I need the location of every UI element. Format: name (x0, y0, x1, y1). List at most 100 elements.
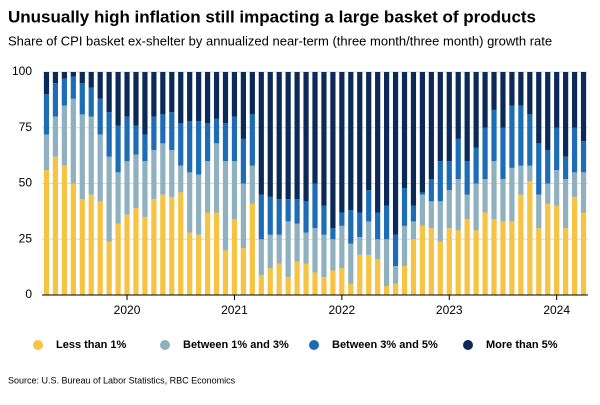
bar-segment (437, 241, 443, 295)
bar-segment (151, 72, 157, 117)
bar-segment (231, 116, 238, 162)
bar-segment (124, 72, 130, 117)
bar-segment (509, 221, 515, 295)
bar-segment (473, 183, 479, 231)
y-tick-label: 50 (19, 176, 33, 190)
bar-segment (97, 72, 103, 99)
bar-segment (115, 72, 121, 126)
bar-segment (61, 78, 67, 106)
bar-segment (133, 72, 139, 126)
bar-segment (482, 212, 488, 295)
bar-segment (554, 170, 560, 206)
chart-title: Unusually high inflation still impacting… (8, 7, 536, 26)
bar-segment (419, 194, 426, 226)
x-tick-label: 2022 (329, 303, 356, 317)
bar-segment (464, 72, 470, 162)
bar-segment (437, 201, 443, 242)
bar-segment (509, 72, 515, 106)
bar-segment (187, 121, 193, 173)
bar-segment (267, 234, 273, 269)
bar-segment (79, 72, 85, 84)
bar-segment (249, 72, 255, 115)
bar-segment (204, 72, 211, 124)
bar-segment (536, 194, 542, 229)
bar-segment (545, 203, 551, 295)
bar-segment (178, 192, 184, 295)
bar-segment (178, 123, 184, 166)
bar-segment (419, 225, 426, 295)
bar-segment (375, 72, 381, 213)
bar-segment (294, 261, 300, 295)
bar-segment (187, 172, 193, 233)
bar-segment (160, 194, 166, 295)
bar-segment (79, 83, 85, 115)
bar-segment (357, 212, 363, 238)
bar-segment (88, 72, 94, 88)
bar-segment (303, 263, 309, 295)
bar-segment (384, 286, 390, 295)
bar-segment (160, 143, 166, 195)
bar-segment (428, 179, 434, 202)
bar-segment (204, 212, 211, 295)
bar-segment (357, 237, 363, 255)
bar-segment (500, 127, 506, 180)
bar-segment (401, 225, 408, 267)
bar-segment (196, 234, 202, 295)
bar-segment (97, 98, 103, 135)
bar-segment (330, 228, 336, 240)
bar-segment (258, 239, 264, 275)
bar-segment (410, 239, 417, 295)
bar-segment (446, 72, 452, 162)
bar-segment (527, 181, 533, 295)
bar-segment (312, 228, 318, 273)
bar-segment (43, 170, 50, 295)
bar-segment (196, 72, 202, 122)
bar-segment (330, 239, 336, 271)
bar-segment (419, 72, 426, 193)
legend-label: More than 5% (486, 339, 558, 351)
bar-segment (124, 116, 130, 162)
bar-segment (43, 134, 50, 171)
x-tick-label: 2023 (436, 303, 463, 317)
bar-segment (348, 243, 354, 284)
bar-segment (231, 161, 238, 220)
legend-label: Between 1% and 3% (183, 339, 289, 351)
bar-segment (428, 201, 434, 229)
bar-segment (106, 72, 112, 113)
bar-segment (321, 205, 327, 235)
bar-segment (97, 201, 103, 295)
bar-segment (545, 183, 551, 204)
bar-segment (500, 221, 506, 295)
bar-segment (267, 72, 273, 197)
bar-segment (580, 212, 587, 295)
bar-segment (142, 72, 148, 135)
bar-segment (160, 72, 166, 115)
bar-segment (258, 72, 264, 195)
bar-segment (473, 147, 479, 184)
bar-segment (455, 230, 461, 295)
legend-marker (33, 340, 43, 350)
bar-segment (401, 72, 408, 188)
bar-segment (491, 219, 497, 295)
bar-segment (464, 219, 470, 295)
bar-segment (580, 172, 587, 213)
y-tick-label: 25 (19, 231, 33, 245)
bar-segment (231, 219, 238, 295)
bar-segment (321, 72, 327, 206)
bar-segment (545, 150, 551, 184)
bar-segment (70, 72, 76, 77)
bar-segment (61, 72, 67, 79)
bar-segment (482, 72, 488, 128)
bar-segment (249, 203, 255, 295)
bar-segment (392, 283, 399, 295)
legend-label: Less than 1% (56, 339, 127, 351)
bar-segment (473, 230, 479, 295)
bar-segment (437, 72, 443, 162)
bar-segment (240, 72, 246, 139)
bar-segment (258, 194, 264, 240)
bar-segment (115, 125, 121, 173)
bar-segment (554, 72, 560, 128)
bar-segment (267, 196, 273, 235)
bar-segment (571, 196, 578, 295)
